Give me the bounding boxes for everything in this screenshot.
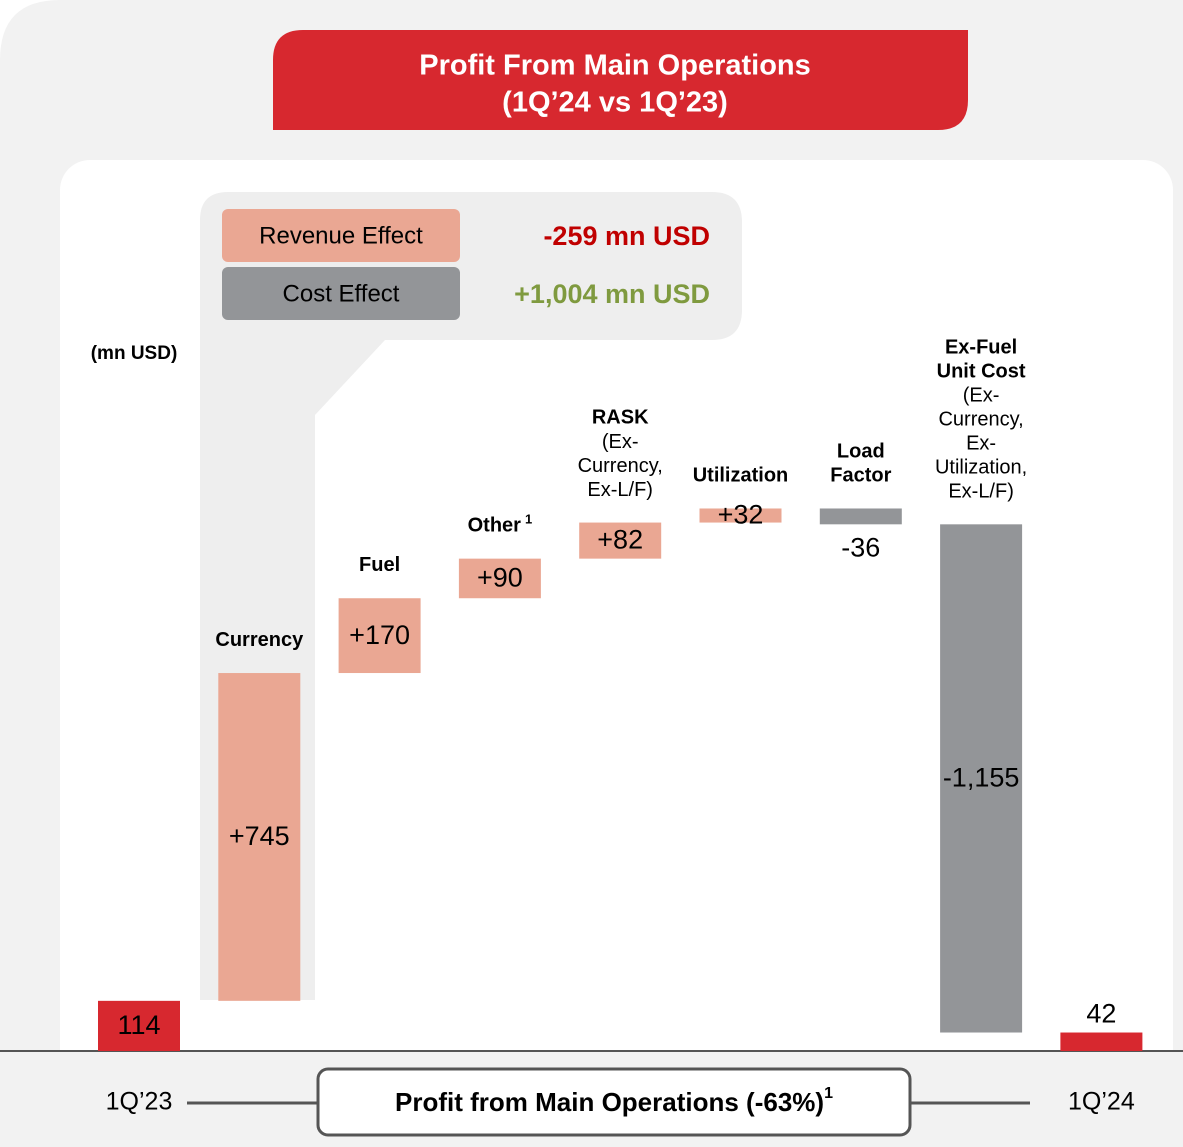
category-label: Utilization bbox=[693, 465, 789, 487]
bar bbox=[218, 673, 301, 1001]
footer-footnote: 1 bbox=[824, 1085, 833, 1102]
chart-subtitle: (1Q’24 vs 1Q’23) bbox=[502, 87, 728, 119]
category-footnote: 1 bbox=[525, 512, 532, 527]
category-detail: Utilization, bbox=[935, 457, 1027, 479]
bar bbox=[579, 522, 662, 559]
category-detail: Currency, bbox=[938, 409, 1023, 431]
plot-panel bbox=[60, 160, 1173, 1090]
value-label: -1,155 bbox=[943, 763, 1020, 793]
category-name: Other bbox=[468, 515, 522, 537]
legend-total: -259 mn USD bbox=[543, 221, 710, 251]
category-detail: Currency, bbox=[578, 455, 663, 477]
footer-box bbox=[316, 1067, 912, 1137]
footer-text: Profit from Main Operations (-63%)1 bbox=[395, 1085, 833, 1117]
bar bbox=[940, 524, 1023, 1033]
category-label: Other 1 bbox=[468, 512, 533, 537]
legend-swatch bbox=[222, 267, 460, 320]
footer-label: Profit from Main Operations (-63%) bbox=[395, 1087, 824, 1117]
category-name: Unit Cost bbox=[937, 361, 1026, 383]
category-name: Currency bbox=[215, 629, 304, 651]
value-label: +90 bbox=[477, 563, 523, 593]
category-name: Utilization bbox=[693, 465, 789, 487]
category-label: Unit Cost bbox=[937, 361, 1026, 383]
title-tab bbox=[273, 30, 968, 130]
value-label: -36 bbox=[841, 532, 880, 562]
bar bbox=[98, 1000, 180, 1051]
value-label: +32 bbox=[718, 500, 764, 530]
legend-label: Cost Effect bbox=[283, 280, 400, 307]
category-name: Factor bbox=[830, 465, 891, 487]
bar bbox=[458, 558, 541, 599]
category-label: 1Q’23 bbox=[106, 1088, 173, 1116]
category-name: RASK bbox=[592, 407, 649, 429]
value-label: 42 bbox=[1086, 999, 1116, 1029]
bar bbox=[819, 508, 902, 525]
category-name: Fuel bbox=[359, 555, 400, 577]
category-name: Ex-Fuel bbox=[945, 337, 1017, 359]
category-label: Currency bbox=[215, 629, 304, 651]
bar bbox=[338, 598, 421, 674]
category-detail: (Ex- bbox=[602, 431, 639, 453]
category-label: Load bbox=[837, 441, 885, 463]
category-detail: Ex-L/F) bbox=[948, 481, 1014, 503]
category-label: Factor bbox=[830, 465, 891, 487]
legend-swatch bbox=[222, 209, 460, 262]
value-label: +170 bbox=[349, 620, 410, 650]
bar bbox=[699, 508, 782, 523]
unit-label: (mn USD) bbox=[91, 343, 178, 364]
category-label: Ex-Fuel bbox=[945, 337, 1017, 359]
category-label: 1Q’24 bbox=[1068, 1088, 1135, 1116]
category-name: Load bbox=[837, 441, 885, 463]
value-label: +745 bbox=[229, 821, 290, 851]
category-detail: Ex-L/F) bbox=[587, 479, 653, 501]
chart-title: Profit From Main Operations bbox=[419, 50, 811, 82]
legend-total: +1,004 mn USD bbox=[514, 279, 710, 309]
category-label: Fuel bbox=[359, 555, 400, 577]
legend-label: Revenue Effect bbox=[259, 222, 423, 249]
category-label: RASK bbox=[592, 407, 649, 429]
bar bbox=[1060, 1032, 1143, 1051]
value-label: 114 bbox=[117, 1010, 160, 1040]
category-detail: (Ex- bbox=[963, 385, 1000, 407]
value-label: +82 bbox=[597, 525, 643, 555]
category-detail: Ex- bbox=[966, 433, 996, 455]
